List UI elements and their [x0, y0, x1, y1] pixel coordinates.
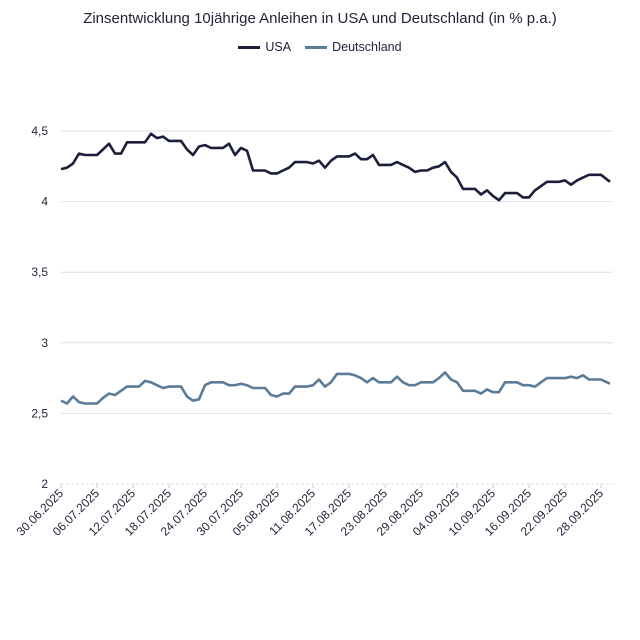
- legend-item-deutschland: Deutschland: [305, 40, 402, 54]
- legend-label-usa: USA: [265, 40, 292, 54]
- y-tick-label: 4: [41, 195, 48, 209]
- y-tick-label: 2,5: [31, 406, 48, 420]
- chart-title: Zinsentwicklung 10jährige Anleihen in US…: [83, 10, 557, 27]
- legend-label-deutschland: Deutschland: [332, 40, 402, 54]
- legend-swatch-usa: [238, 45, 261, 49]
- legend-item-usa: USA: [238, 40, 291, 54]
- legend: USA Deutschland: [0, 40, 640, 54]
- series-line-deutschland: [60, 371, 611, 405]
- y-tick-label: 3,5: [31, 265, 48, 279]
- y-tick-label: 4,5: [31, 124, 48, 138]
- legend-swatch-deutschland: [305, 45, 328, 49]
- y-tick-label: 2: [41, 477, 48, 491]
- series-line-usa: [60, 132, 611, 202]
- y-tick-label: 3: [41, 336, 48, 350]
